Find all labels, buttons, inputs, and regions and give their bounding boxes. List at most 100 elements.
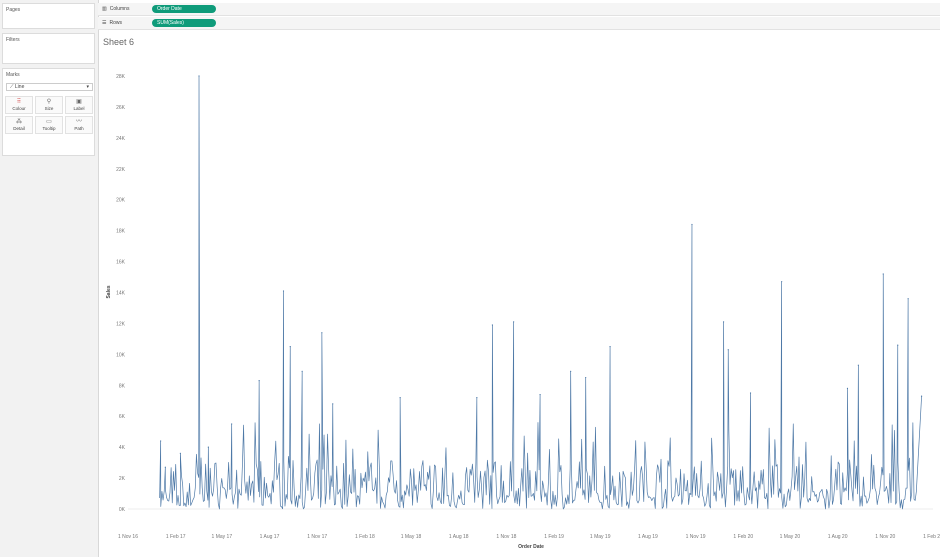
x-tick-label: 1 May 18 [401, 534, 422, 540]
path-button[interactable]: 〰 Path [65, 116, 93, 134]
columns-shelf-label: ▥ Columns [102, 6, 129, 12]
sales-point[interactable] [781, 281, 783, 283]
sales-point[interactable] [399, 397, 401, 399]
pages-title: Pages [6, 7, 21, 13]
x-axis: 1 Nov 16 1 Feb 17 1 May 17 1 Aug 17 1 Nov 17… [118, 534, 940, 540]
y-tick-label: 0K [119, 507, 126, 513]
sheet-title: Sheet 6 [103, 37, 135, 47]
y-tick-label: 4K [119, 445, 126, 451]
columns-shelf[interactable]: ▥ Columns Order Date [98, 3, 940, 16]
sales-point[interactable] [857, 364, 859, 366]
y-tick-label: 20K [116, 198, 126, 204]
detail-button[interactable]: ⁂ Detail [5, 116, 33, 134]
y-tick-label: 16K [116, 260, 126, 266]
sales-point[interactable] [321, 332, 323, 334]
sales-point[interactable] [258, 380, 260, 382]
filters-title: Filters [6, 37, 20, 43]
x-tick-label: 1 Feb 21 [923, 534, 940, 540]
tooltip-icon: ▭ [46, 119, 52, 125]
x-tick-label: 1 May 20 [780, 534, 801, 540]
x-tick-label: 1 Feb 17 [166, 534, 186, 540]
colour-label: Colour [12, 106, 26, 111]
sales-point[interactable] [513, 321, 515, 323]
sales-point[interactable] [846, 387, 849, 389]
x-tick-label: 1 Feb 18 [355, 534, 375, 540]
colour-icon: ⠿ [16, 99, 22, 105]
x-tick-label: 1 Nov 19 [686, 534, 706, 540]
x-tick-label: 1 Feb 19 [544, 534, 564, 540]
size-button[interactable]: ⚲ Size [35, 96, 63, 114]
x-tick-label: 1 Nov 20 [875, 534, 895, 540]
colour-button[interactable]: ⠿ Colour [5, 96, 33, 114]
sales-point[interactable] [920, 395, 923, 397]
line-mark-icon: ⟋ [10, 84, 14, 90]
detail-icon: ⁂ [16, 119, 22, 125]
y-tick-label: 28K [116, 74, 126, 80]
marks-title: Marks [6, 72, 20, 78]
sum-sales-pill[interactable]: SUM(Sales) [152, 19, 216, 27]
tooltip-button[interactable]: ▭ Tooltip [35, 116, 63, 134]
y-axis-label: Sales [106, 285, 112, 298]
sales-point[interactable] [691, 223, 693, 226]
sales-point[interactable] [897, 344, 899, 346]
mark-type-value: Line [14, 84, 25, 90]
x-tick-label: 1 May 19 [590, 534, 611, 540]
sales-point[interactable] [609, 346, 611, 348]
rows-shelf-label: ☰ Rows [102, 20, 122, 26]
sales-point[interactable] [301, 370, 303, 372]
y-tick-label: 10K [116, 352, 126, 358]
sales-point[interactable] [585, 376, 587, 379]
filters-card[interactable]: Filters [2, 33, 95, 64]
x-tick-label: 1 Aug 18 [449, 534, 469, 540]
size-label: Size [44, 106, 54, 111]
mark-type-dropdown[interactable]: ⟋ Line ▾ [6, 83, 93, 91]
sales-series-line[interactable] [159, 75, 922, 510]
series-points [160, 75, 923, 468]
sales-point[interactable] [332, 403, 334, 405]
sales-point[interactable] [160, 440, 162, 442]
pages-card[interactable]: Pages [2, 3, 95, 29]
sales-line-chart: 0K 2K 4K 6K 8K 10K 12K 14K 16K 18K 20K 22K 24K 26K 28K… [106, 74, 940, 550]
sales-point[interactable] [749, 392, 752, 394]
x-tick-label: 1 Aug 20 [828, 534, 848, 540]
sales-point[interactable] [179, 452, 181, 454]
label-icon: ▣ [76, 99, 82, 105]
y-tick-label: 26K [116, 105, 126, 111]
label-button[interactable]: ▣ Label [65, 96, 93, 114]
y-tick-label: 22K [116, 167, 126, 173]
sales-point[interactable] [907, 298, 909, 300]
x-tick-label: 1 Feb 20 [733, 534, 753, 540]
sales-point[interactable] [164, 466, 166, 468]
sales-point[interactable] [727, 349, 729, 351]
x-tick-label: 1 Nov 18 [496, 534, 516, 540]
x-tick-label: 1 May 17 [212, 534, 233, 540]
sales-point[interactable] [570, 370, 572, 372]
y-tick-label: 6K [119, 414, 126, 420]
sales-point[interactable] [231, 423, 233, 425]
sales-point[interactable] [491, 324, 494, 326]
order-date-pill[interactable]: Order Date [152, 5, 216, 13]
sales-point[interactable] [882, 273, 884, 275]
marks-card: Marks ⟋ Line ▾ ⠿ Colour ⚲ Size ▣ Label ⁂… [2, 68, 95, 156]
sales-point[interactable] [207, 446, 209, 448]
columns-label-text: Columns [109, 6, 130, 12]
path-label: Path [74, 126, 84, 131]
y-tick-label: 8K [119, 383, 126, 389]
x-tick-label: 1 Nov 16 [118, 534, 138, 540]
x-tick-label: 1 Nov 17 [307, 534, 327, 540]
sales-point[interactable] [198, 75, 200, 77]
rows-icon: ☰ [102, 20, 107, 26]
rows-label-text: Rows [109, 20, 122, 26]
x-tick-label: 1 Aug 17 [260, 534, 280, 540]
rows-shelf[interactable]: ☰ Rows SUM(Sales) [98, 17, 940, 30]
sales-point[interactable] [282, 290, 285, 292]
size-icon: ⚲ [46, 99, 52, 105]
y-tick-label: 14K [116, 291, 126, 297]
sales-point[interactable] [476, 397, 478, 399]
sales-point[interactable] [539, 393, 541, 396]
x-tick-label: 1 Aug 19 [638, 534, 658, 540]
path-icon: 〰 [75, 119, 82, 125]
sales-point[interactable] [722, 321, 725, 323]
sales-point[interactable] [289, 346, 291, 348]
dropdown-arrow-icon: ▾ [86, 84, 89, 90]
